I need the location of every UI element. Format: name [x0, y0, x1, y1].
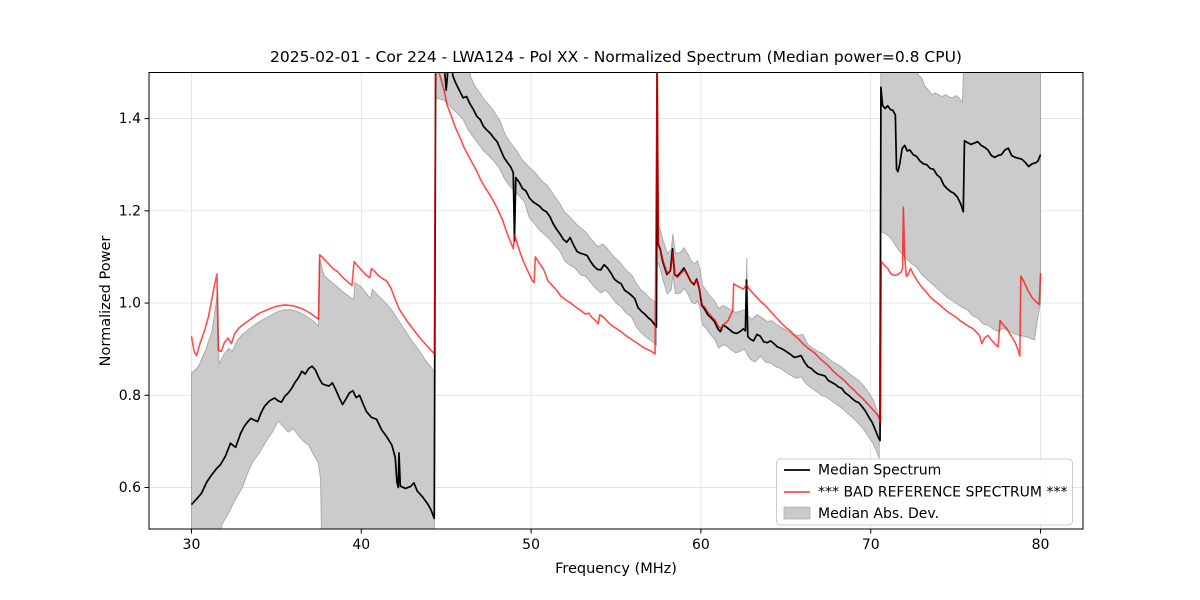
y-tick-label: 1.2 — [119, 203, 141, 219]
axes-spines — [148, 72, 1084, 530]
y-axis: 0.6 0.8 1.0 1.2 1.4 — [119, 111, 149, 496]
legend: Median Spectrum *** BAD REFERENCE SPECTR… — [776, 458, 1073, 526]
y-axis-label: Normalized Power — [98, 236, 114, 367]
x-tick-label: 80 — [1032, 537, 1050, 553]
legend-item-mad: Median Abs. Dev. — [783, 506, 939, 522]
y-tick-label: 0.8 — [119, 388, 141, 404]
legend-label-bad-reference: *** BAD REFERENCE SPECTRUM *** — [818, 485, 1067, 501]
legend-item-bad-reference: *** BAD REFERENCE SPECTRUM *** — [784, 485, 1067, 501]
mad-band-swatch — [783, 506, 811, 520]
y-tick-label: 1.4 — [119, 111, 141, 127]
y-tick-label: 0.6 — [119, 480, 141, 496]
x-tick-label: 50 — [522, 537, 540, 553]
bad-reference-line — [190, 72, 1042, 423]
x-tick-label: 40 — [352, 537, 370, 553]
median-spectrum-line — [190, 72, 1042, 520]
x-tick-label: 70 — [862, 537, 880, 553]
legend-box — [776, 458, 1073, 526]
x-axis: 30 40 50 60 70 80 — [183, 529, 1050, 553]
x-tick-label: 60 — [692, 537, 710, 553]
legend-item-median-spectrum: Median Spectrum — [784, 463, 941, 479]
chart-title: 2025-02-01 - Cor 224 - LWA124 - Pol XX -… — [270, 48, 962, 66]
legend-label-median-spectrum: Median Spectrum — [818, 463, 941, 479]
mad-band — [191, 72, 1041, 529]
legend-label-mad: Median Abs. Dev. — [818, 506, 939, 522]
y-tick-label: 1.0 — [119, 296, 141, 312]
x-tick-label: 30 — [183, 537, 201, 553]
x-axis-label: Frequency (MHz) — [555, 561, 677, 577]
